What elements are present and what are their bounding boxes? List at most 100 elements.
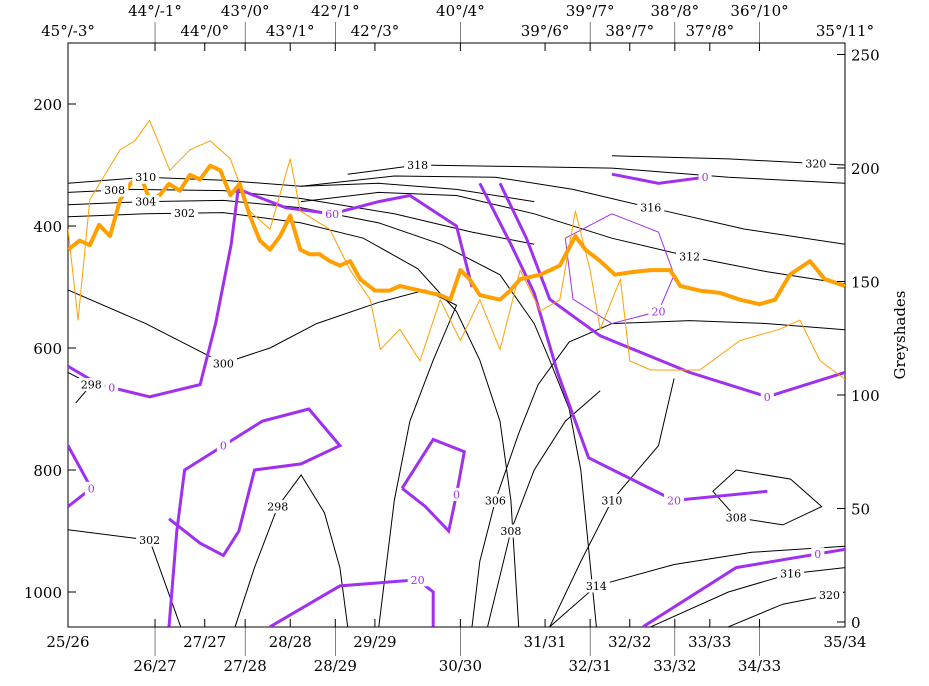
x-tick-label-top: 45°/-3° xyxy=(41,22,95,40)
x-tick-label-top: 43°/1° xyxy=(266,22,315,40)
purple-contour-label-bg xyxy=(698,170,712,184)
purple-contour-label-bg xyxy=(811,547,825,561)
x-tick-label-top: 39°/7° xyxy=(566,2,615,20)
x-tick-label-top: 43°/0° xyxy=(221,2,270,20)
plot-frame xyxy=(67,42,846,628)
purple-contour-label: 0 xyxy=(764,391,771,404)
theta-contour-label: 306 xyxy=(485,495,506,508)
theta-contour-label: 314 xyxy=(586,580,607,593)
x-tick-label-bottom: 31/31 xyxy=(523,633,566,651)
x-tick-label-bottom: 25/26 xyxy=(46,633,89,651)
purple-contour-label-bg xyxy=(216,439,230,453)
x-tick-label-bottom: 32/32 xyxy=(608,633,651,651)
theta-contour-label-bg xyxy=(132,170,160,184)
y-tick-label: 400 xyxy=(33,218,62,236)
theta-contour-label-bg xyxy=(598,494,626,507)
theta-contour-label: 308 xyxy=(726,512,747,525)
theta-contour-label: 320 xyxy=(819,589,840,602)
x-tick-label-bottom: 32/31 xyxy=(569,657,612,675)
y2-tick-label: 0 xyxy=(851,614,861,632)
x-tick-label-bottom: 30/30 xyxy=(439,657,482,675)
purple-contour-label-bg xyxy=(105,381,119,395)
x-tick-label-top: 44°/0° xyxy=(180,22,229,40)
purple-contour-line xyxy=(611,172,706,185)
purple-contour-label-bg xyxy=(450,487,463,501)
theta-contour-label: 316 xyxy=(640,202,661,215)
theta-contour-label: 302 xyxy=(139,534,160,547)
x-tick-label-bottom: 33/32 xyxy=(653,657,696,675)
purple-contour-line xyxy=(642,547,845,627)
theta-contour-label-bg xyxy=(77,378,105,392)
theta-contour-label: 304 xyxy=(135,196,156,209)
theta-contour-label: 302 xyxy=(174,207,195,220)
theta-contour-label: 308 xyxy=(500,525,521,538)
theta-contour-line xyxy=(68,529,182,627)
purple-contours xyxy=(68,172,845,627)
theta-contour-label: 310 xyxy=(601,495,622,508)
theta-contour-label: 312 xyxy=(679,251,700,264)
theta-contour-label-bg xyxy=(404,158,432,172)
theta-contour-label-bg xyxy=(815,588,843,602)
purple-contour-line xyxy=(400,437,466,535)
theta-contour-label-bg xyxy=(264,500,292,514)
theta-contour-label: 320 xyxy=(805,157,826,170)
theta-contour-line xyxy=(68,188,535,245)
theta-contour-label: 316 xyxy=(780,568,801,581)
theta-contour-line xyxy=(301,175,845,245)
theta-contour-label-bg xyxy=(171,206,199,220)
purple-contour-label-bg xyxy=(648,304,669,318)
x-tick-label-top: 42°/1° xyxy=(311,2,360,20)
greyshade-thick-line xyxy=(68,163,845,307)
purple-contour-line xyxy=(564,213,675,325)
x-tick-label-top: 39°/6° xyxy=(521,22,570,40)
theta-contour-line xyxy=(712,469,823,526)
x-tick-label-bottom: 27/28 xyxy=(224,657,267,675)
purple-contour-label-bg xyxy=(84,481,98,495)
purple-contour-label-bg xyxy=(664,494,685,507)
y-tick-label: 1000 xyxy=(24,584,62,602)
theta-contour-line xyxy=(549,545,845,627)
purple-contour-label: 0 xyxy=(453,488,460,501)
greyshade-series xyxy=(68,119,845,380)
theta-contour-label-bg xyxy=(722,511,750,525)
purple-contour-label: 0 xyxy=(220,440,227,453)
theta-contour-label: 300 xyxy=(213,357,234,370)
x-tick-label-top: 38°/8° xyxy=(650,2,699,20)
y2-tick-label: 200 xyxy=(851,160,880,178)
theta-contour-label: 298 xyxy=(81,379,102,392)
theta-contour-label-bg xyxy=(101,183,129,197)
purple-contour-line xyxy=(238,188,474,288)
x-tick-label-bottom: 35/34 xyxy=(823,633,866,651)
greyshade-thin-line xyxy=(68,119,845,380)
x-tick-label-bottom: 29/29 xyxy=(353,633,396,651)
theta-contour-label-bg xyxy=(582,579,610,593)
x-tick-label-top: 38°/7° xyxy=(605,22,654,40)
x-tick-label-top: 42°/3° xyxy=(351,22,400,40)
y2-tick-label: 150 xyxy=(851,274,880,292)
purple-contour-line xyxy=(68,444,94,508)
x-tick-label-bottom: 28/29 xyxy=(314,657,357,675)
theta-contour-label-bg xyxy=(802,156,830,170)
theta-contour-label-bg xyxy=(777,567,805,581)
y-tick-label: 600 xyxy=(33,340,62,358)
theta-contour-label-bg xyxy=(497,524,525,538)
theta-contour-label: 310 xyxy=(135,171,156,184)
theta-contour-line xyxy=(471,320,845,627)
purple-contour-label: 20 xyxy=(652,305,666,318)
x-tick-label-top: 36°/10° xyxy=(730,2,788,20)
theta-contour-label-bg xyxy=(481,494,509,507)
contour-labels: 310 308 304 302 300 298 298 302 306 308 312 316 318 3… xyxy=(77,156,843,602)
purple-contour-label-bg xyxy=(760,390,774,404)
purple-contour-label: 20 xyxy=(411,574,425,587)
purple-contour-label: 0 xyxy=(108,382,115,395)
theta-contour-label-bg xyxy=(676,250,704,263)
y2-axis-label: Greyshades xyxy=(891,291,909,380)
purple-contour-line xyxy=(269,578,435,627)
axes: 200400600800100005010015020025045°/-3°25… xyxy=(24,2,880,675)
theta-contour-line xyxy=(487,390,601,627)
purple-contour-label: 20 xyxy=(667,495,681,508)
y-tick-label: 200 xyxy=(33,96,62,114)
x-tick-label-top: 44°/-1° xyxy=(128,2,182,20)
x-tick-label-top: 37°/8° xyxy=(685,22,734,40)
